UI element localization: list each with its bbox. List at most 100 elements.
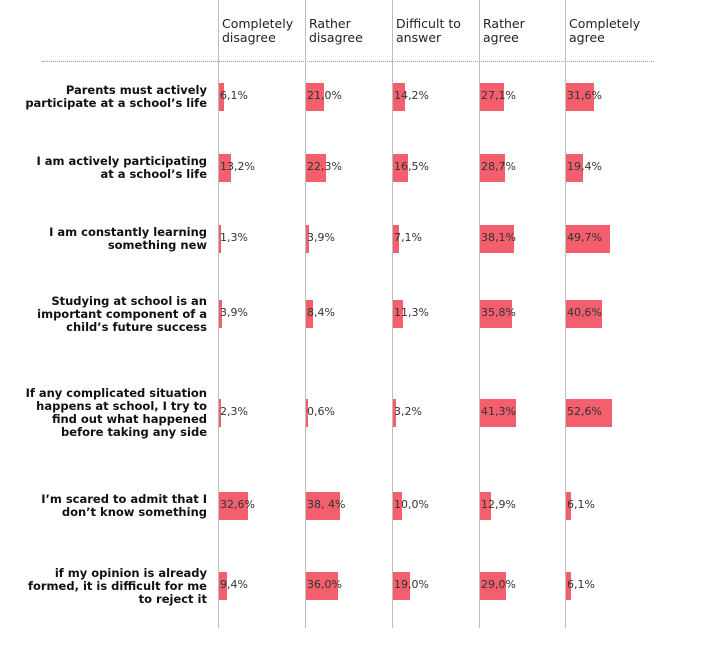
- row-label: I am actively participating at a school’s…: [22, 154, 208, 181]
- bar-value-label: 19,4%: [567, 160, 602, 173]
- bar: [393, 154, 408, 182]
- column-header-line: disagree: [222, 30, 276, 45]
- column-header-line: answer: [396, 30, 442, 45]
- bar: [480, 225, 514, 253]
- bar-value-label: 29,0%: [481, 578, 516, 591]
- bar: [393, 492, 402, 520]
- row-label: If any complicated situation happens at s…: [22, 387, 207, 439]
- bar: [480, 399, 517, 427]
- bar: [480, 154, 506, 182]
- row-label-line: before taking any side: [61, 425, 207, 439]
- bar-value-label: 36,0%: [307, 578, 342, 591]
- bar-value-label: 9,4%: [220, 578, 248, 591]
- row-label-line: if my opinion is already: [54, 565, 207, 580]
- bar-value-label: 6,1%: [220, 89, 248, 102]
- bar: [219, 225, 221, 253]
- bar-value-label: 31,6%: [567, 89, 602, 102]
- bar-value-label: 38, 4%: [307, 498, 346, 511]
- bar: [480, 572, 506, 600]
- bar-value-label: 22,3%: [307, 160, 342, 173]
- bar: [393, 300, 403, 328]
- column-header: Rather disagree: [309, 17, 363, 45]
- bar: [219, 492, 248, 520]
- bar-value-label: 12,9%: [481, 498, 516, 511]
- bar: [480, 83, 504, 111]
- row-label-line: child’s future success: [66, 319, 207, 334]
- bar-value-label: 6,1%: [567, 578, 595, 591]
- bar: [306, 300, 314, 328]
- column-gridline: [305, 0, 306, 628]
- bar: [566, 83, 594, 111]
- bar: [306, 572, 338, 600]
- bar-value-label: 7,1%: [394, 231, 422, 244]
- bar: [306, 154, 326, 182]
- column-gridline: [479, 0, 480, 628]
- bar-value-label: 19,0%: [394, 578, 429, 591]
- bar: [480, 300, 512, 328]
- bar: [306, 83, 325, 111]
- row-label-line: find out what happened: [51, 412, 207, 426]
- column-header-line: Rather: [483, 16, 525, 31]
- bar-value-label: 13,2%: [220, 160, 255, 173]
- bar-value-label: 3,2%: [394, 405, 422, 418]
- bar: [393, 83, 406, 111]
- row-label-line: to reject it: [138, 591, 207, 606]
- bar-value-label: 8,4%: [307, 306, 335, 319]
- bar: [566, 399, 613, 427]
- bar-value-label: 40,6%: [567, 306, 602, 319]
- column-header-line: disagree: [309, 30, 363, 45]
- bar: [393, 225, 400, 253]
- bar-value-label: 14,2%: [394, 89, 429, 102]
- bar-value-label: 49,7%: [567, 231, 602, 244]
- bar-value-label: 21,0%: [307, 89, 342, 102]
- bar: [306, 399, 308, 427]
- row-label-line: something new: [107, 238, 207, 252]
- row-label-line: happens at school, I try to: [36, 399, 207, 413]
- column-gridline: [218, 0, 219, 628]
- column-header-line: Completely: [222, 16, 294, 31]
- bar: [480, 492, 492, 520]
- bar-value-label: 52,6%: [567, 405, 602, 418]
- row-label-line: I’m scared to admit that I: [41, 492, 207, 506]
- column-header-line: Completely: [569, 16, 641, 31]
- bar: [219, 154, 231, 182]
- row-label: if my opinion is already formed, it is di…: [22, 565, 207, 606]
- bar-value-label: 27,1%: [481, 89, 516, 102]
- column-gridline: [392, 0, 393, 628]
- row-label: Parents must actively participate at a sc…: [22, 84, 207, 110]
- column-header-line: agree: [569, 30, 605, 45]
- row-label-line: important component of a: [37, 306, 207, 321]
- bar-value-label: 1,3%: [220, 231, 248, 244]
- column-header: Rather agree: [483, 17, 525, 45]
- row-label-line: I am actively participating: [36, 154, 208, 168]
- bar-value-label: 2,3%: [220, 405, 248, 418]
- bar-value-label: 0,6%: [307, 405, 335, 418]
- bar: [219, 83, 225, 111]
- column-header-line: agree: [483, 30, 519, 45]
- bar-value-label: 28,7%: [481, 160, 516, 173]
- bar: [566, 572, 572, 600]
- bar-value-label: 35,8%: [481, 306, 516, 319]
- bar-value-label: 6,1%: [567, 498, 595, 511]
- row-label: I am constantly learning something new: [22, 226, 207, 252]
- bar: [306, 492, 340, 520]
- row-label: Studying at school is an important compon…: [22, 294, 207, 334]
- bar: [566, 300, 602, 328]
- column-header: Difficult to answer: [396, 17, 461, 45]
- bar-value-label: 38,1%: [481, 231, 516, 244]
- bar-value-label: 32,6%: [220, 498, 255, 511]
- row-label-line: I am constantly learning: [49, 225, 207, 239]
- bar-value-label: 10,0%: [394, 498, 429, 511]
- column-header: Completely agree: [569, 17, 640, 45]
- column-gridline: [565, 0, 566, 628]
- row-label-line: don’t know something: [61, 505, 207, 519]
- column-header-line: Rather: [309, 16, 351, 31]
- bar: [306, 225, 310, 253]
- bar: [219, 399, 222, 427]
- bar-value-label: 41,3%: [481, 405, 516, 418]
- bar: [566, 492, 572, 520]
- bar-value-label: 16,5%: [394, 160, 429, 173]
- row-label-line: at a school’s life: [100, 167, 207, 181]
